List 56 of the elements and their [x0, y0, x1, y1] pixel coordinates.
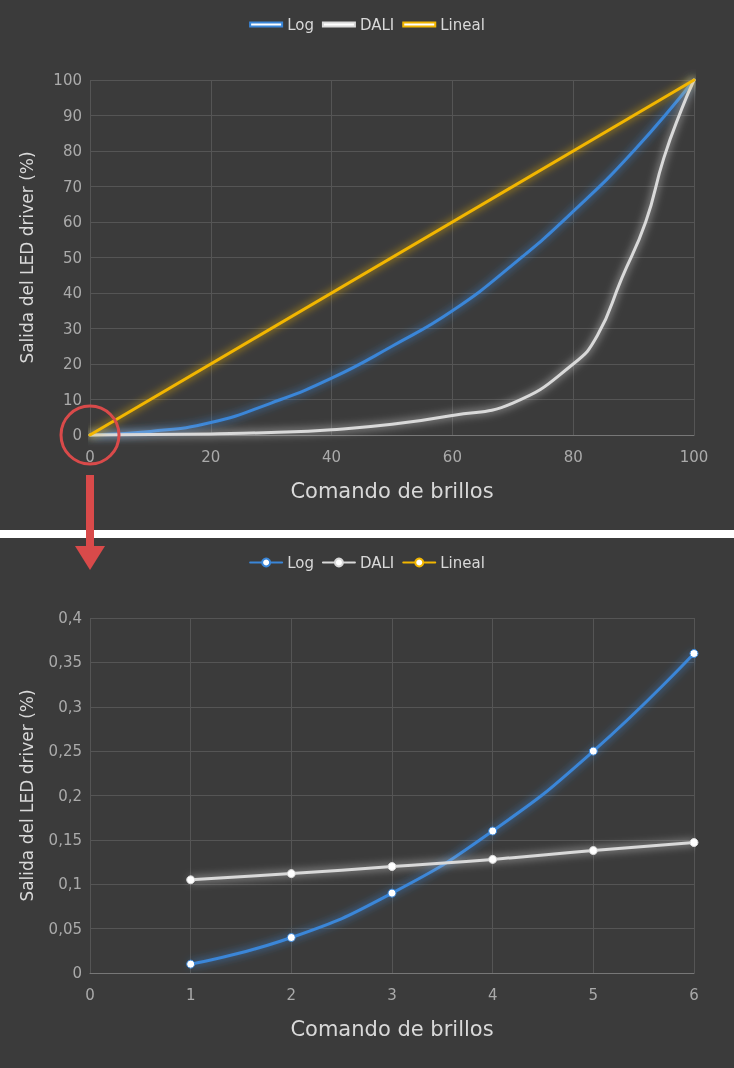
y-tick-label: 70 [62, 177, 82, 196]
legend-label: Log [287, 553, 314, 572]
x-tick-label: 60 [442, 447, 462, 466]
y-tick-label: 20 [62, 355, 82, 373]
point [689, 838, 699, 848]
x-axis-title: Comando de brillos [290, 1016, 494, 1041]
y-tick-label: 10 [62, 390, 82, 409]
y-tick-label: 0,05 [48, 919, 82, 938]
y-tick-label: 30 [62, 319, 82, 338]
y-axis-title: Salida del LED driver (%) [16, 151, 37, 364]
x-tick-label: 4 [487, 985, 498, 1004]
x-tick-label: 100 [679, 447, 709, 466]
y-tick-label: 0,4 [58, 609, 82, 627]
y-axis-title: Salida del LED driver (%) [16, 689, 37, 902]
y-tick-label: 0,15 [48, 830, 82, 849]
x-tick-label: 5 [588, 985, 599, 1004]
y-tick-label: 0 [72, 426, 82, 444]
legend-label: Lineal [440, 553, 485, 572]
point [286, 933, 296, 942]
point [387, 862, 397, 871]
y-tick-label: 60 [62, 213, 82, 231]
y-tick-label: 0 [72, 964, 82, 982]
point [286, 869, 296, 879]
legend-label: Log [287, 15, 314, 34]
y-tick-label: 90 [62, 106, 82, 125]
y-tick-label: 0,3 [58, 697, 82, 716]
legend-label: DALI [359, 553, 395, 572]
x-axis-title: Comando de brillos [290, 478, 494, 503]
y-tick-label: 40 [62, 284, 82, 302]
y-tick-label: 100 [53, 71, 82, 89]
x-tick-label: 1 [185, 985, 196, 1004]
point [689, 649, 699, 658]
x-tick-label: 80 [563, 447, 583, 466]
legend-label: DALI [359, 15, 395, 34]
x-tick-label: 0 [85, 985, 95, 1004]
line-series [88, 78, 696, 437]
y-tick-label: 0,2 [58, 786, 82, 805]
y-tick-label: 80 [62, 142, 82, 160]
point [186, 875, 196, 885]
x-tick-label: 6 [689, 985, 699, 1004]
point [488, 826, 498, 836]
x-tick-label: 3 [387, 985, 397, 1004]
x-tick-label: 40 [322, 447, 342, 466]
point [186, 959, 196, 969]
y-tick-label: 50 [62, 248, 82, 267]
x-tick-label: 0 [85, 447, 95, 466]
y-tick-label: 0,1 [58, 875, 82, 894]
legend-label: Lineal [440, 15, 485, 34]
point [387, 888, 397, 898]
x-tick-label: 20 [201, 447, 221, 466]
point [588, 846, 598, 856]
point [488, 854, 498, 864]
y-tick-label: 0,25 [48, 742, 82, 761]
point [588, 746, 598, 756]
y-tick-label: 0,35 [48, 653, 82, 672]
x-tick-label: 2 [286, 985, 297, 1004]
